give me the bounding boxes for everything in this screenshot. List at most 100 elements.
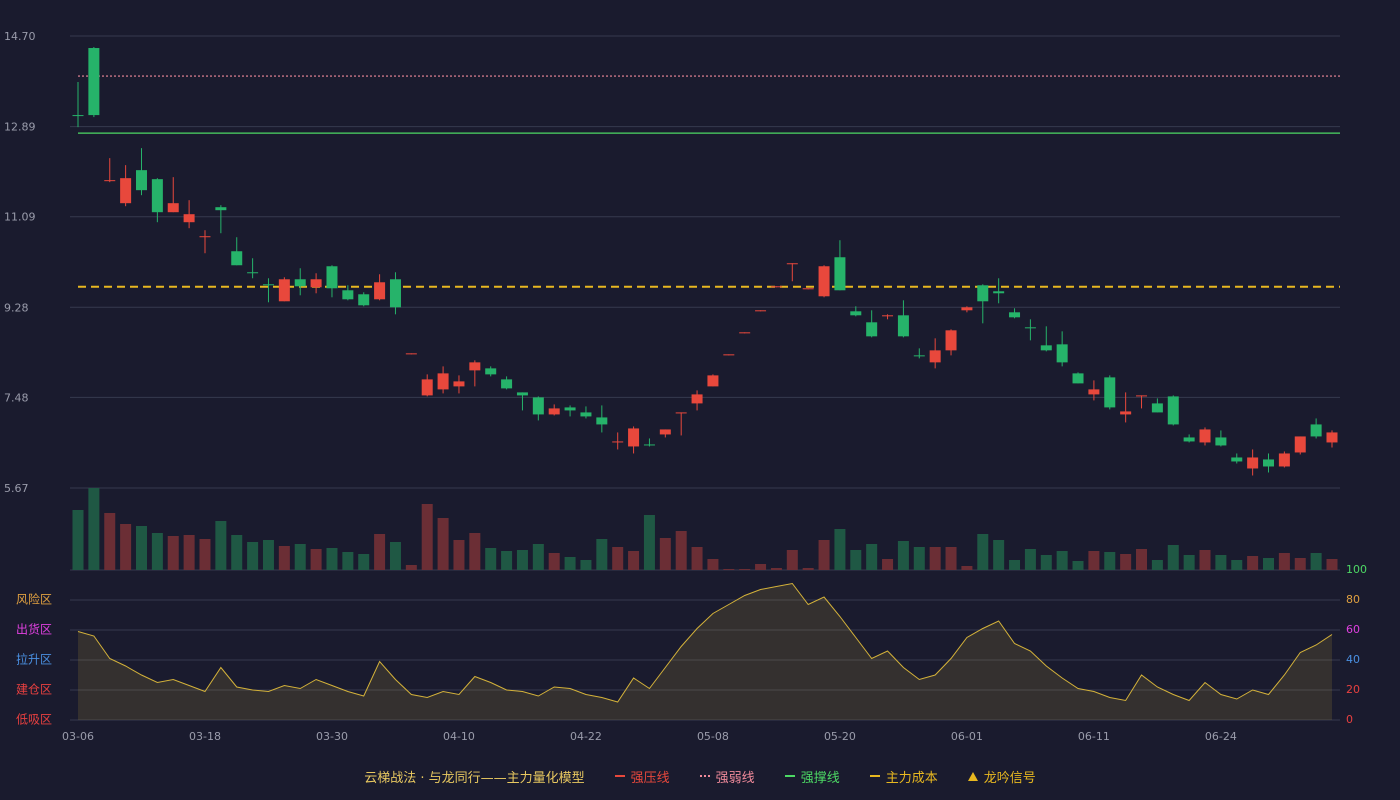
volume-bar [1009,560,1021,570]
volume-bar [72,510,84,570]
candle-body [469,362,481,371]
volume-bar [183,535,195,570]
legend-label: 主力成本 [885,770,938,786]
chart: 14.70 12.89 11.09 9.28 7.48 5.67 0 20 40 60 80 100 风… [4,30,1367,743]
candle-body [1294,436,1306,453]
x-tick-label: 03-06 [62,730,94,743]
legend-label: 强弱线 [715,770,755,786]
candle-body [882,315,894,317]
volume-bar [564,557,576,570]
candle-body [786,263,798,265]
volume-bar [1215,555,1227,570]
candle-body [88,48,100,116]
volume-bar [770,568,782,570]
volume-bar [1167,545,1179,570]
candle-body [548,408,560,415]
volume-bar [675,531,687,570]
oscillator-line [77,582,1333,703]
volume-bar [1199,550,1211,570]
candle-body [516,392,528,396]
candle-body [358,294,370,306]
y2-tick-label: 60 [1346,623,1360,636]
volume-bar [1278,553,1290,570]
candle-body [675,412,687,414]
candle-body [405,353,417,355]
y-tick-label: 9.28 [4,301,29,314]
volume-bar [866,544,878,570]
legend-icon [699,775,710,777]
legend-icon [784,775,795,777]
candle-body [977,285,989,302]
legend-item: 主力成本 [869,767,938,786]
candle-body [437,373,449,390]
x-tick-label: 06-24 [1205,730,1237,743]
y2-tick-label: 20 [1346,683,1360,696]
volume-bar [739,569,751,570]
volume-bar [437,518,449,570]
candle-body [342,290,354,300]
x-tick-label: 04-22 [570,730,602,743]
x-tick-label: 03-18 [189,730,221,743]
legend-title: 云梯战法 · 与龙同行——主力量化模型 [364,770,585,786]
volume-bar [469,533,481,570]
candle-body [580,412,592,417]
volume-bar [374,534,386,570]
candle-body [612,441,624,443]
y-tick-label: 5.67 [4,482,29,495]
candle-body [929,350,941,363]
x-tick-label: 05-20 [824,730,856,743]
candle-body [183,214,195,223]
volume-bar [310,549,322,570]
candle-body [1247,457,1259,469]
volume-bar [882,559,894,570]
volume-bar [1024,549,1036,570]
x-tick-label: 05-08 [697,730,729,743]
candle-body [1136,395,1148,397]
candle-body [135,170,147,191]
candle-body [1056,344,1068,363]
candle-body [247,272,259,274]
volume-bar [612,547,624,570]
volume-bar [850,550,862,570]
candle-body [1326,432,1338,443]
legend-icon [869,775,880,777]
volume-bar [1120,554,1132,570]
legend-item: 强撑线 [784,767,840,786]
y2-tick-label: 0 [1346,713,1353,726]
candle-body [72,115,84,117]
candle-body [945,330,957,351]
legend-label: 强撑线 [800,770,840,786]
candle-body [1167,396,1179,425]
candle-body [501,379,513,389]
y-tick-label: 12.89 [4,121,36,134]
y2-tick-label: 80 [1346,593,1360,606]
volume-bar [1088,551,1100,570]
candle-body [1183,437,1195,442]
legend: 云梯战法 · 与龙同行——主力量化模型 强压线 强弱线 强撑线 主力成本 龙吟信号 [0,764,1400,788]
volume-bar [358,554,370,570]
y-tick-label: 14.70 [4,30,36,43]
candle-body [834,257,846,291]
candle-body [1310,424,1322,437]
volume-bar [231,535,243,570]
volume-bar [993,540,1005,570]
candle-body [167,203,179,213]
legend-item: 龙吟信号 [967,767,1036,786]
candle-body [628,428,640,447]
volume-bar [199,539,211,570]
volume-bar [786,550,798,570]
volume-bar [834,529,846,570]
volume-bar [120,524,132,570]
y2-tick-label: 40 [1346,653,1360,666]
candle-body [1199,429,1211,443]
volume-bar [1326,559,1338,570]
volume-bar [1136,549,1148,570]
volume-bar [548,553,560,570]
legend-icon [614,775,625,777]
volume-bar [723,569,735,570]
volume-bar [977,534,989,570]
candle-body [231,251,243,266]
candle-body [850,311,862,316]
candle-body [659,429,671,435]
volume-bar [643,515,655,570]
